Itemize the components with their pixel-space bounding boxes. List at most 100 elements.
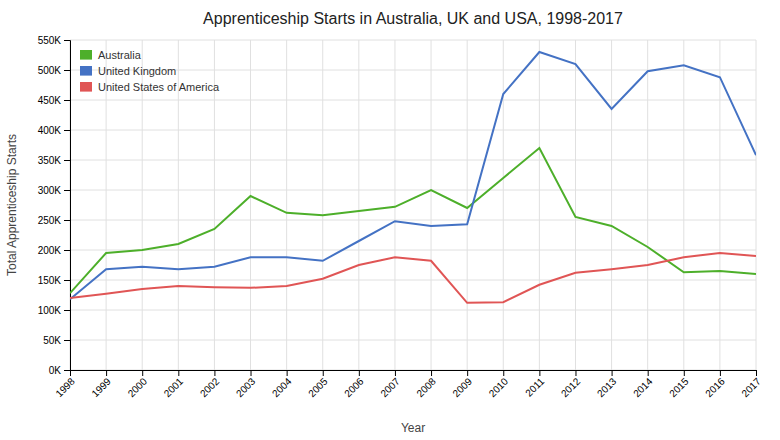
legend-label: United States of America <box>98 81 220 93</box>
y-tick-mark <box>64 130 70 131</box>
y-tick: 50K <box>43 335 70 346</box>
x-tick-label: 1998 <box>53 375 77 399</box>
grid-line-x <box>394 40 395 370</box>
y-tick-label: 400K <box>38 125 62 136</box>
x-tick-label: 1999 <box>89 375 113 399</box>
x-tick-mark <box>142 370 143 376</box>
y-tick: 350K <box>38 155 70 166</box>
x-tick: 1999 <box>89 370 113 399</box>
legend-swatch <box>80 50 92 60</box>
grid-line-y <box>70 100 756 101</box>
x-tick: 2011 <box>523 370 546 399</box>
x-tick-label: 2017 <box>739 375 763 399</box>
x-tick: 2016 <box>703 370 727 399</box>
legend-swatch <box>80 82 92 92</box>
x-tick: 2017 <box>739 370 763 399</box>
x-tick-mark <box>106 370 107 376</box>
series-line <box>70 52 756 299</box>
grid-line-x <box>503 40 504 370</box>
legend-item: Australia <box>80 49 142 61</box>
grid-line-x <box>575 40 576 370</box>
y-tick: 400K <box>38 125 70 136</box>
x-tick-mark <box>431 370 432 376</box>
x-tick-mark <box>323 370 324 376</box>
grid-line-y <box>70 130 756 131</box>
x-tick-label: 2001 <box>162 375 186 399</box>
x-tick: 2005 <box>306 370 330 399</box>
grid-line-x <box>467 40 468 370</box>
grid-line-y <box>70 280 756 281</box>
y-tick-label: 200K <box>38 245 62 256</box>
y-axis-line <box>64 41 71 371</box>
legend-label: United Kingdom <box>98 65 176 77</box>
y-tick-mark <box>64 190 70 191</box>
y-tick: 150K <box>38 275 70 286</box>
x-tick-label: 2008 <box>414 375 438 399</box>
y-tick-mark <box>64 250 70 251</box>
x-tick-label: 2005 <box>306 375 330 399</box>
grid-line-x <box>322 40 323 370</box>
x-tick-mark <box>214 370 215 376</box>
x-tick-label: 2014 <box>631 375 655 399</box>
grid-line-y <box>70 190 756 191</box>
y-tick: 450K <box>38 95 70 106</box>
x-tick-label: 2006 <box>342 375 366 399</box>
x-tick: 2013 <box>595 370 619 399</box>
y-tick-mark <box>64 160 70 161</box>
x-tick: 2001 <box>162 370 186 399</box>
grid-line-x <box>358 40 359 370</box>
y-tick: 0K <box>49 365 70 376</box>
x-tick-label: 2010 <box>487 375 511 399</box>
y-tick-label: 350K <box>38 155 62 166</box>
chart: 1998199920002001200220032004200520062007… <box>0 0 780 440</box>
y-axis: 0K 50K 100K 150K 200K 250K 300K 350K 400K 450K 500… <box>38 35 71 376</box>
x-tick: 2009 <box>451 370 475 399</box>
y-tick-mark <box>64 340 70 341</box>
y-tick: 550K <box>38 35 70 46</box>
x-tick-label: 2012 <box>559 375 583 399</box>
x-tick: 2002 <box>198 370 222 399</box>
x-tick-label: 2016 <box>703 375 727 399</box>
y-tick-mark <box>64 280 70 281</box>
x-tick-mark <box>359 370 360 376</box>
grid-line-y <box>70 220 756 221</box>
x-tick-label: 2015 <box>667 375 691 399</box>
grid-line-x <box>719 40 720 370</box>
y-tick-mark <box>64 70 70 71</box>
grid-line-x <box>539 40 540 370</box>
x-tick-mark <box>395 370 396 376</box>
title: Apprenticeship Starts in Australia, UK a… <box>203 10 623 27</box>
x-tick-mark <box>251 370 252 376</box>
grid-line-y <box>70 40 756 41</box>
x-axis-line <box>71 371 757 377</box>
grid-line-x <box>647 40 648 370</box>
y-tick-label: 500K <box>38 65 62 76</box>
x-tick-mark <box>612 370 613 376</box>
x-tick-label: 2009 <box>451 375 475 399</box>
grid-line-y <box>70 340 756 341</box>
x-tick-mark <box>539 370 540 376</box>
x-axis-title: Year <box>401 421 425 435</box>
y-tick: 300K <box>38 185 70 196</box>
x-tick-mark <box>575 370 576 376</box>
y-tick-label: 100K <box>38 305 62 316</box>
x-tick: 2010 <box>487 370 511 399</box>
grid-line-y <box>70 310 756 311</box>
grid-line-x <box>683 40 684 370</box>
legend-swatch <box>80 66 92 76</box>
series-line <box>70 148 756 293</box>
x-tick-mark <box>684 370 685 376</box>
y-tick: 200K <box>38 245 70 256</box>
x-tick-label: 2013 <box>595 375 619 399</box>
grid-line-x <box>611 40 612 370</box>
y-tick-label: 250K <box>38 215 62 226</box>
grid-line-x <box>250 40 251 370</box>
grid-line-y <box>70 160 756 161</box>
x-tick-mark <box>503 370 504 376</box>
x-tick: 2006 <box>342 370 366 399</box>
x-tick-label: 2004 <box>270 375 294 399</box>
legend-label: Australia <box>98 49 142 61</box>
x-tick: 2000 <box>126 370 150 399</box>
y-tick: 250K <box>38 215 70 226</box>
grid <box>70 40 756 370</box>
